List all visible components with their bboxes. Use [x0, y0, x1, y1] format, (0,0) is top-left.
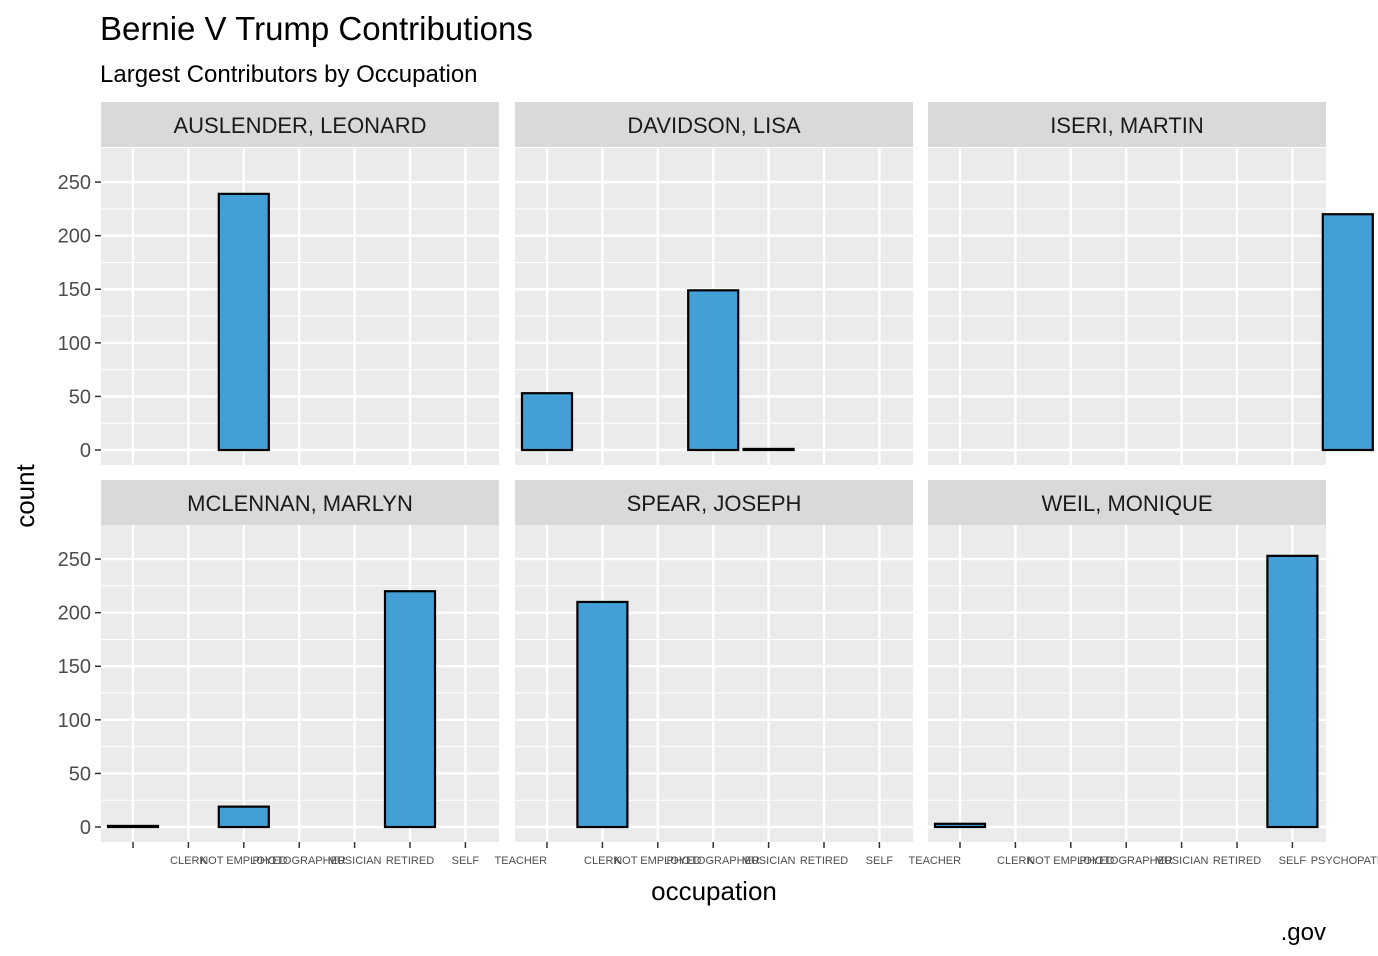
x-tick-label: NOT EMPLOYED	[200, 855, 287, 867]
y-tick-label: 0	[80, 817, 91, 839]
bar	[106, 824, 160, 829]
facet-strip	[928, 480, 1326, 525]
bar	[383, 590, 437, 829]
x-tick-label: MUSICIAN	[1155, 855, 1209, 867]
bar	[576, 600, 629, 829]
y-tick-label: 0	[80, 440, 91, 462]
bar	[1266, 554, 1319, 829]
bar	[933, 822, 987, 829]
x-tick-label: SELF	[866, 855, 894, 867]
facet-strip	[515, 480, 913, 525]
facet-strip-label: WEIL, MONIQUE	[1041, 491, 1212, 516]
bar	[1321, 213, 1374, 452]
chart-caption: .gov	[1281, 919, 1326, 946]
x-tick-label: RETIRED	[1213, 855, 1261, 867]
chart-subtitle: Largest Contributors by Occupation	[100, 61, 478, 88]
x-tick-label: MUSICIAN	[328, 855, 382, 867]
y-tick-label: 100	[58, 710, 91, 732]
y-tick-label: 50	[69, 386, 91, 408]
x-tick-label: PHOTOGRAPHER	[667, 855, 760, 867]
x-tick-label: PHOTOGRAPHER	[1080, 855, 1173, 867]
x-tick-label: SELF	[1279, 855, 1307, 867]
facet-panel: MCLENNAN, MARLYN 0 50 100 150 200 250 CLERKNOT …	[58, 480, 548, 867]
facet-panel: DAVIDSON, LISA	[515, 102, 913, 465]
facet-strip-label: AUSLENDER, LEONARD	[173, 113, 426, 138]
x-tick-label: TEACHER	[495, 855, 548, 867]
chart-title: Bernie V Trump Contributions	[100, 10, 533, 47]
y-axis-title: count	[10, 463, 40, 527]
facet-panel: AUSLENDER, LEONARD 0 50 100 150 200 250	[58, 102, 499, 465]
bar	[217, 192, 270, 452]
y-tick-label: 150	[58, 279, 91, 301]
y-tick-label: 50	[69, 763, 91, 785]
x-tick-label: PSYCHOPATH	[1311, 855, 1378, 867]
bar	[687, 289, 740, 452]
y-tick-label: 100	[58, 333, 91, 355]
facet-strip-label: MCLENNAN, MARLYN	[187, 491, 413, 516]
bar	[217, 805, 270, 829]
facet-strip	[101, 480, 499, 525]
y-tick-label: 200	[58, 226, 91, 248]
x-tick-label: MUSICIAN	[742, 855, 796, 867]
y-tick-label: 200	[58, 603, 91, 625]
x-tick-label: TEACHER	[909, 855, 962, 867]
y-tick-label: 250	[58, 172, 91, 194]
x-tick-label: CLERK	[170, 855, 207, 867]
facet-panel: ISERI, MARTIN	[928, 102, 1374, 465]
facet-strip	[101, 102, 499, 147]
x-tick-label: CLERK	[997, 855, 1034, 867]
x-tick-label: RETIRED	[386, 855, 434, 867]
x-tick-label: SELF	[452, 855, 480, 867]
y-tick-label: 250	[58, 549, 91, 571]
bar	[520, 392, 574, 452]
x-tick-label: RETIRED	[800, 855, 848, 867]
facet-strip-label: ISERI, MARTIN	[1050, 113, 1204, 138]
facet-panels: AUSLENDER, LEONARD 0 50 100 150 200 250 DAVIDSO…	[58, 102, 1378, 867]
x-axis-title: occupation	[651, 876, 777, 906]
facet-strip-label: SPEAR, JOSEPH	[627, 491, 802, 516]
facet-strip	[515, 102, 913, 147]
bar	[742, 447, 795, 452]
facet-strip	[928, 102, 1326, 147]
facet-strip-label: DAVIDSON, LISA	[627, 113, 801, 138]
x-tick-label: NOT EMPLOYED	[1027, 855, 1114, 867]
y-tick-label: 150	[58, 656, 91, 678]
x-tick-label: PHOTOGRAPHER	[253, 855, 346, 867]
x-tick-label: CLERK	[584, 855, 621, 867]
x-tick-label: NOT EMPLOYED	[614, 855, 701, 867]
